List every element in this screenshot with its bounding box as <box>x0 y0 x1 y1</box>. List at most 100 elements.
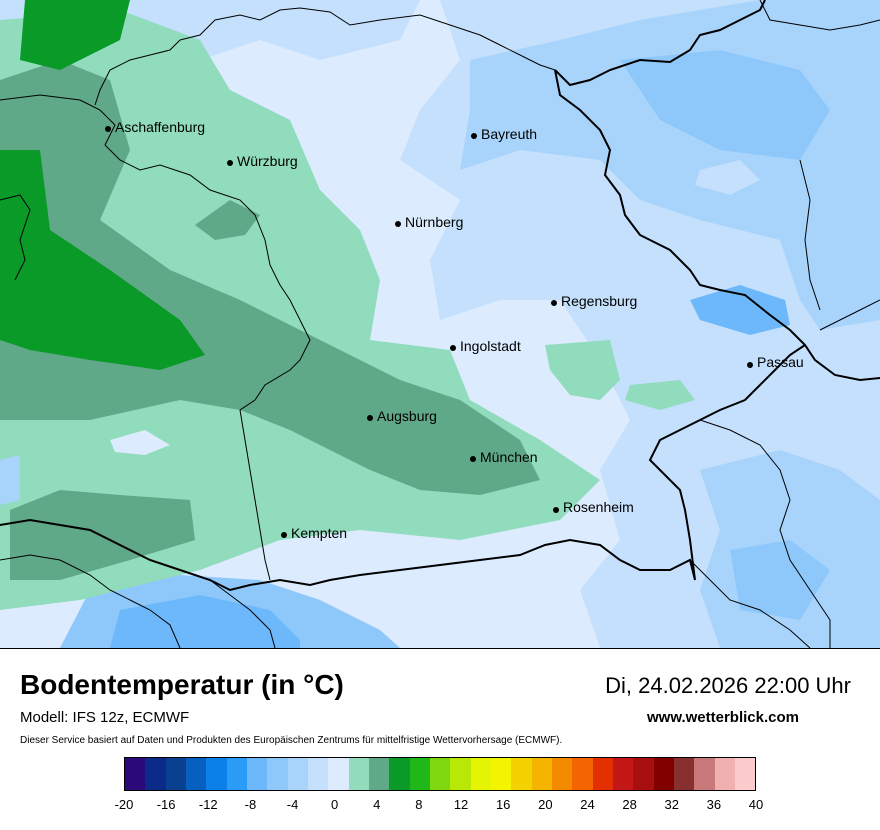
city-label: Würzburg <box>237 153 298 169</box>
border-austria-inner <box>689 559 811 648</box>
city-marker-regensburg: Regensburg <box>551 293 637 309</box>
coldest-patch-bavarian-forest <box>690 285 790 335</box>
warmest-zone-rhine <box>0 150 205 370</box>
legend-swatch <box>592 758 613 790</box>
legend-swatch <box>673 758 695 790</box>
legend-tick: 0 <box>331 797 339 812</box>
city-marker-passau: Passau <box>747 354 804 370</box>
legend-swatch <box>490 758 512 790</box>
city-label: Nürnberg <box>405 214 463 230</box>
legend-swatch <box>734 758 756 790</box>
legend-swatch <box>206 758 227 790</box>
city-marker-nuernberg: Nürnberg <box>395 214 463 230</box>
cool-spot-west <box>110 430 170 455</box>
disclaimer-text: Dieser Service basiert auf Daten und Pro… <box>20 735 563 746</box>
legend-swatch <box>165 758 186 790</box>
border-bavaria-west <box>0 94 311 581</box>
legend-tick: 36 <box>706 797 722 812</box>
city-marker-ingolstadt: Ingolstadt <box>450 338 521 354</box>
border-switzerland-inner <box>0 554 181 648</box>
city-marker-augsburg: Augsburg <box>367 408 437 424</box>
border-germany-austria-switzerland <box>0 344 806 592</box>
border-germany-czechia-north <box>554 0 766 87</box>
border-austria-states <box>699 419 831 648</box>
legend-swatch <box>551 758 573 790</box>
city-label: Aschaffenburg <box>115 119 205 135</box>
legend-swatch <box>145 758 166 790</box>
legend-swatch <box>389 758 410 790</box>
mild-patch-danube <box>545 340 620 400</box>
city-label: München <box>480 449 538 465</box>
legend-swatch <box>328 758 349 790</box>
legend-swatch <box>287 758 308 790</box>
legend-swatch <box>694 758 715 790</box>
legend-swatch <box>612 758 634 790</box>
legend-swatch <box>125 758 146 790</box>
warmest-zone-north <box>0 0 130 70</box>
border-hesse <box>94 39 181 106</box>
mild-patch-east <box>625 380 695 410</box>
border-czech-region <box>759 0 880 31</box>
city-marker-kempten: Kempten <box>281 525 347 541</box>
legend-swatch <box>511 758 532 790</box>
legend-tick: 8 <box>415 797 423 812</box>
cool-spot-edge <box>0 455 20 505</box>
color-legend: -20 -16 -12 -8 -4 0 4 8 12 16 20 24 28 32 36 40 <box>115 757 763 812</box>
city-label: Kempten <box>291 525 347 541</box>
legend-tick: 40 <box>748 797 764 812</box>
legend-tick: 20 <box>538 797 553 812</box>
legend-tick: -4 <box>286 797 299 812</box>
website-link[interactable]: www.wetterblick.com <box>647 709 799 726</box>
city-marker-bayreuth: Bayreuth <box>471 126 537 142</box>
legend-swatch <box>348 758 369 790</box>
legend-swatch <box>185 758 207 790</box>
warmer-patch-wuerzburg <box>195 200 260 240</box>
alps-colder <box>110 595 300 648</box>
legend-swatch <box>368 758 390 790</box>
legend-swatch <box>470 758 491 790</box>
map-footer: Bodentemperatur (in °C) Modell: IFS 12z,… <box>0 649 880 830</box>
legend-tick: 12 <box>453 797 469 812</box>
legend-swatch <box>429 758 451 790</box>
city-marker-rosenheim: Rosenheim <box>553 499 634 515</box>
legend-tick: 28 <box>622 797 637 812</box>
city-label: Rosenheim <box>563 499 634 515</box>
city-label: Regensburg <box>561 293 637 309</box>
legend-tick: 16 <box>495 797 511 812</box>
temperature-map: Aschaffenburg Würzburg Bayreuth Nürnberg… <box>0 0 880 649</box>
warm-spot-bohemia <box>695 160 760 195</box>
border-czech-inner <box>799 159 821 311</box>
city-label: Passau <box>757 354 804 370</box>
legend-swatch <box>653 758 674 790</box>
legend-swatch <box>572 758 593 790</box>
city-label: Bayreuth <box>481 126 537 142</box>
legend-swatch <box>246 758 268 790</box>
legend-color-bar <box>124 757 756 791</box>
forecast-datetime: Di, 24.02.2026 22:00 Uhr <box>605 673 851 698</box>
legend-tick: -12 <box>198 797 218 812</box>
border-germany-czechia-austria <box>554 69 880 382</box>
legend-tick: 24 <box>580 797 595 812</box>
map-canvas: Aschaffenburg Würzburg Bayreuth Nürnberg… <box>0 0 880 648</box>
map-title: Bodentemperatur (in °C) <box>20 669 344 700</box>
legend-swatch <box>409 758 430 790</box>
legend-tick: -8 <box>244 797 257 812</box>
legend-tick: -20 <box>114 797 134 812</box>
legend-tick-labels: -20 -16 -12 -8 -4 0 4 8 12 16 20 24 28 32 36 40 <box>115 797 764 813</box>
legend-swatch <box>307 758 329 790</box>
legend-swatch <box>226 758 247 790</box>
warmer-zone-lake-constance <box>10 490 195 580</box>
legend-swatch <box>633 758 654 790</box>
colder-patch-bohemia <box>620 50 830 160</box>
city-marker-muenchen: München <box>470 449 538 465</box>
city-label: Augsburg <box>377 408 437 424</box>
legend-swatch <box>531 758 552 790</box>
legend-tick: 4 <box>373 797 381 812</box>
city-marker-wuerzburg: Würzburg <box>227 153 298 169</box>
border-bavaria-north <box>179 7 556 71</box>
legend-swatch <box>714 758 735 790</box>
border-liechtenstein <box>209 579 276 648</box>
legend-swatch <box>450 758 471 790</box>
border-upper-austria <box>819 299 880 331</box>
